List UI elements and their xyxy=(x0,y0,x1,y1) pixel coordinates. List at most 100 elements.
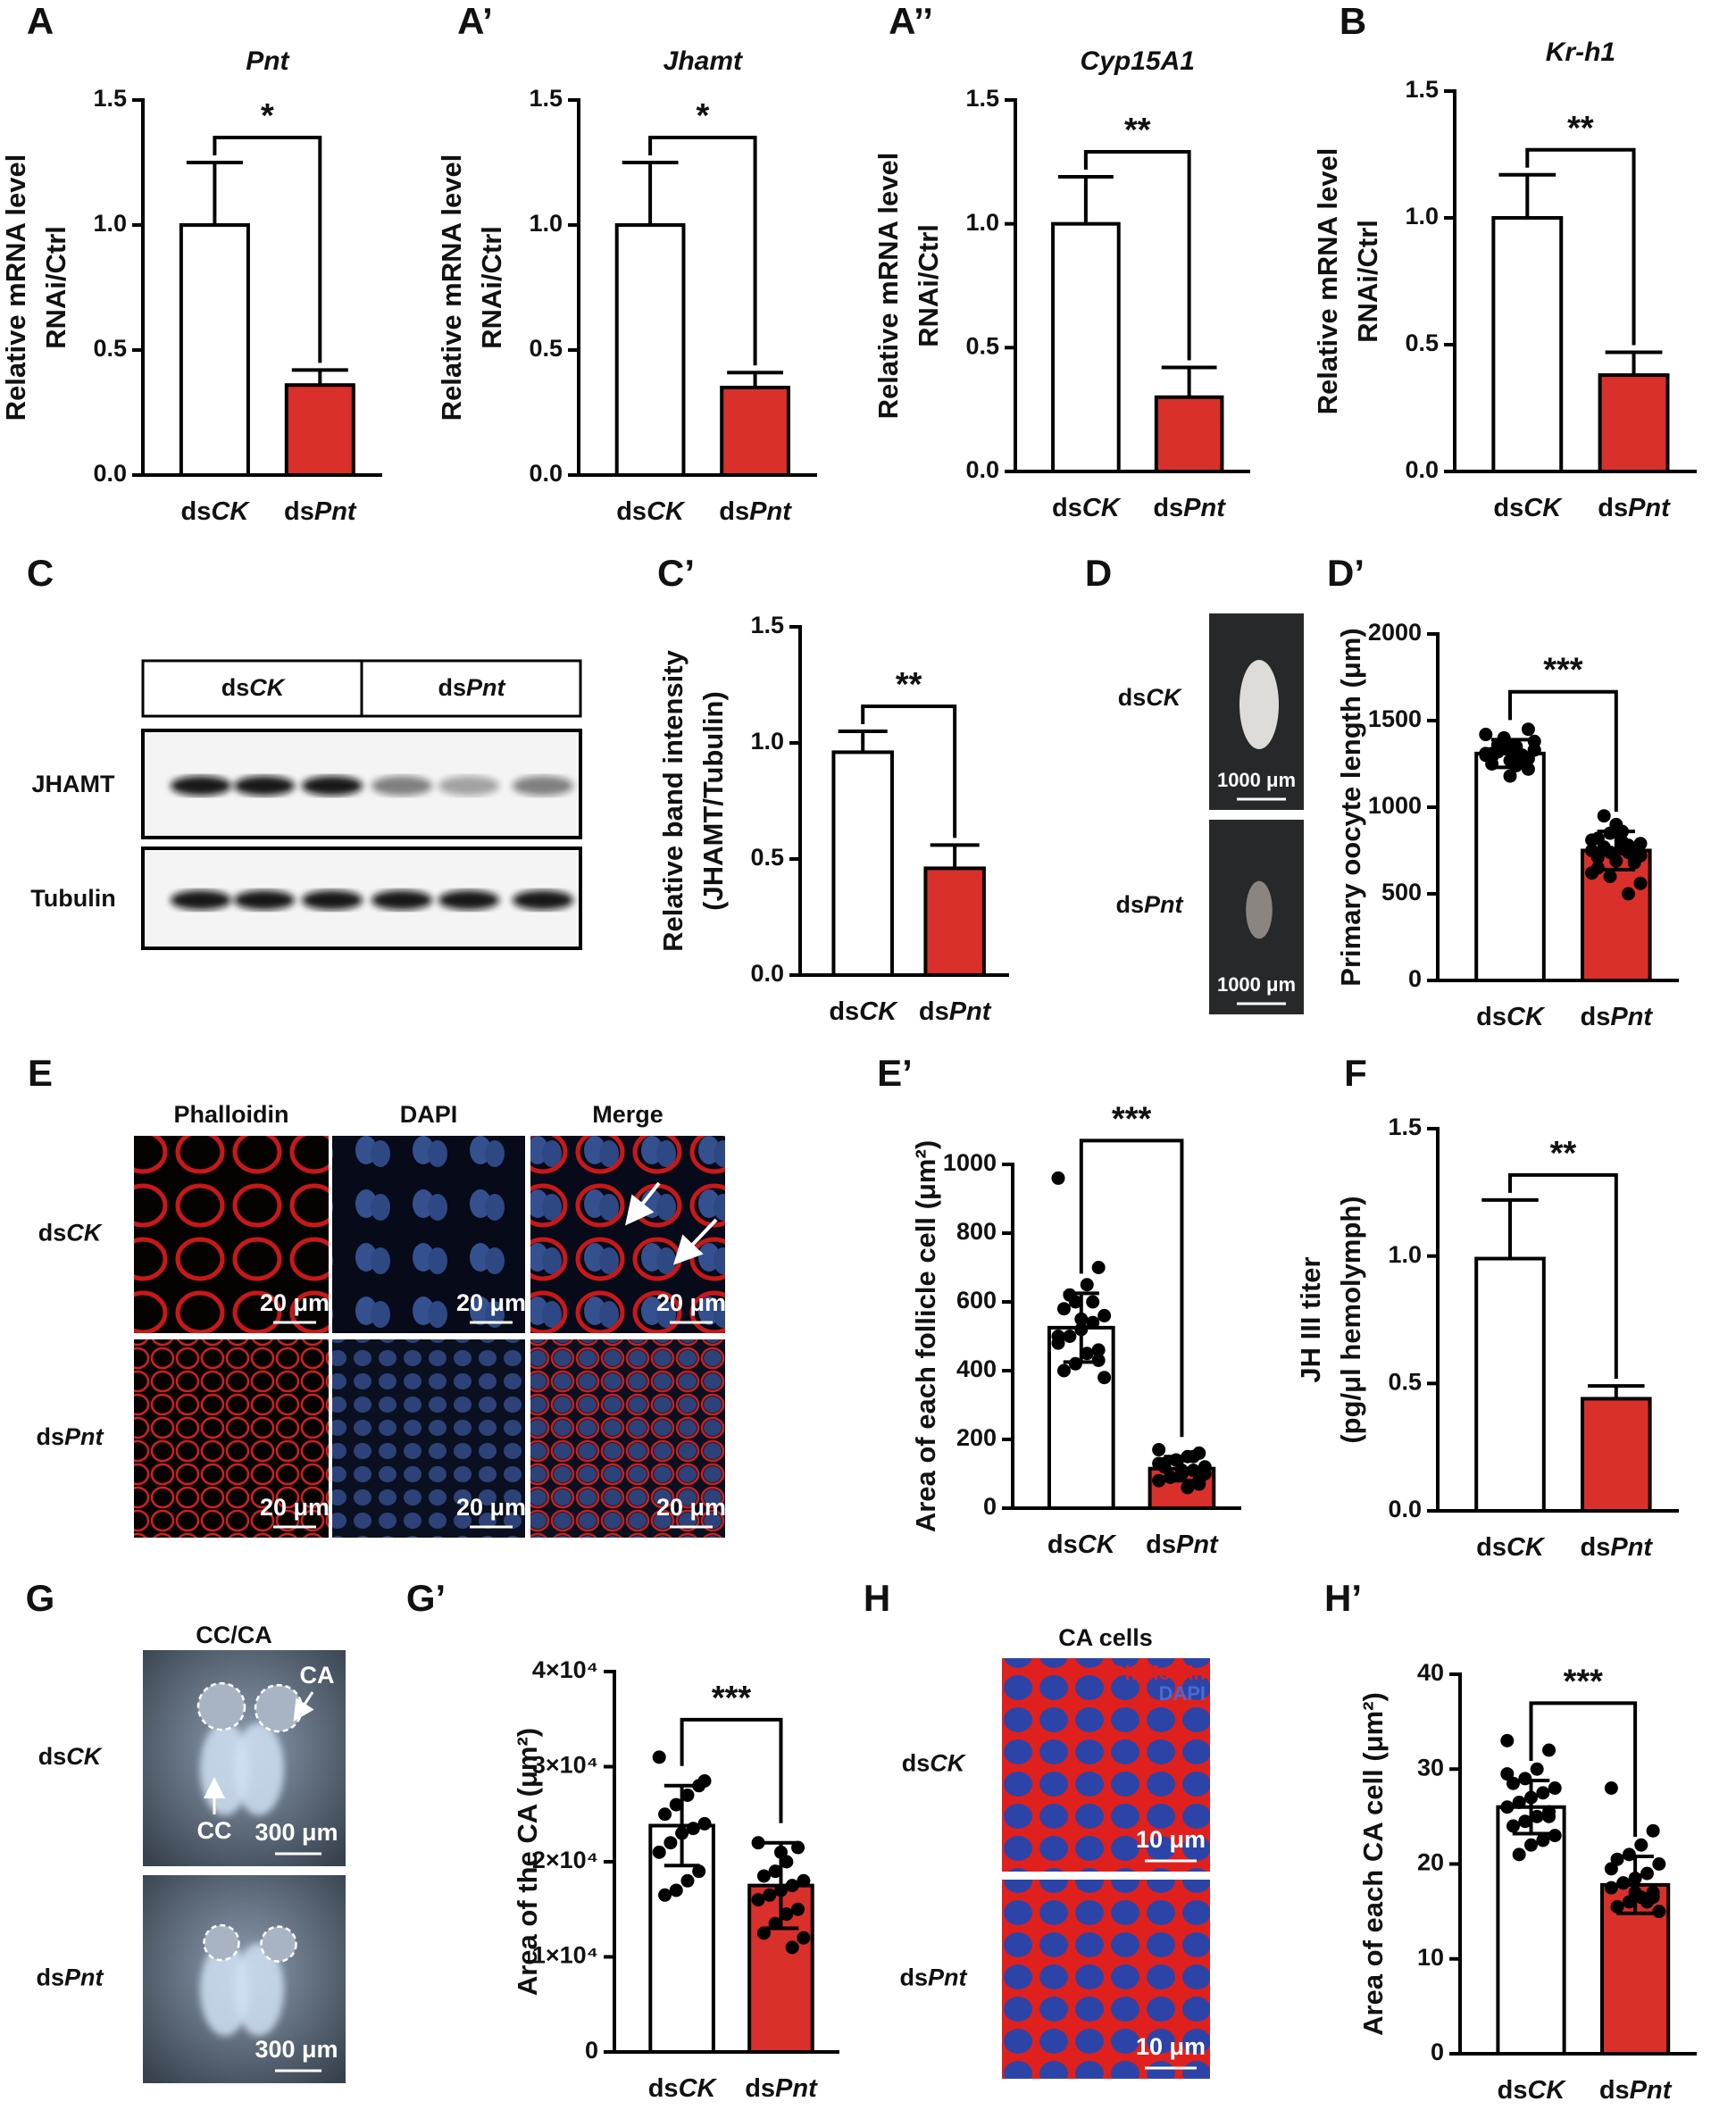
panel-label: A xyxy=(27,0,54,42)
error-bar xyxy=(1512,1779,1550,1836)
blot-band xyxy=(513,776,573,796)
error-bar xyxy=(1481,1197,1539,1259)
y-tick-label: 0.0 xyxy=(93,460,127,487)
panel-label: H’ xyxy=(1324,1577,1362,1619)
panel-label: D xyxy=(1085,552,1112,594)
x-tick-label: dsCK xyxy=(1493,494,1563,522)
data-point xyxy=(756,1869,771,1883)
significance-bracket xyxy=(1508,1172,1618,1380)
error-bar xyxy=(1063,1291,1099,1364)
data-point xyxy=(1051,1330,1065,1343)
y-tick-label: 0 xyxy=(1408,965,1422,992)
data-point xyxy=(686,1822,700,1836)
error-bar xyxy=(1605,350,1663,376)
x-tick-label: dsPnt xyxy=(1581,1533,1654,1562)
data-point xyxy=(1098,1308,1112,1322)
error-bar xyxy=(1161,365,1217,397)
column-label: DAPI xyxy=(400,1101,458,1128)
data-point xyxy=(1530,1809,1544,1823)
x-tick-label: dsCK xyxy=(829,997,898,1026)
bar xyxy=(284,383,355,478)
data-point xyxy=(1051,1171,1065,1185)
blot-band xyxy=(371,776,432,796)
bar xyxy=(614,223,686,477)
bar xyxy=(720,386,790,477)
annotation: CA xyxy=(300,1662,335,1689)
data-point xyxy=(1610,1899,1624,1914)
y-tick-label: 1.5 xyxy=(529,85,563,112)
data-point xyxy=(785,1940,799,1955)
panel-label: F xyxy=(1344,1052,1367,1094)
y-tick-label: 0.0 xyxy=(529,460,563,487)
data-point xyxy=(1485,750,1499,764)
error-bar xyxy=(1597,830,1635,872)
panel-label: H xyxy=(864,1577,890,1619)
y-tick-label: 200 xyxy=(956,1424,997,1451)
scale-bar-label: 1000 μm xyxy=(1217,973,1296,996)
data-point xyxy=(658,1807,672,1822)
significance-label: *** xyxy=(712,1680,752,1717)
data-point xyxy=(1056,1364,1071,1378)
data-point xyxy=(1506,1819,1520,1833)
significance-bracket xyxy=(648,136,757,366)
error-bar xyxy=(291,368,348,386)
significance-bracket xyxy=(213,136,322,363)
scale-bar-label: 300 μm xyxy=(255,2036,338,2063)
row-label: dsCK xyxy=(1118,684,1183,711)
panel-label: D’ xyxy=(1327,552,1365,594)
legend-entry: Phalloidin xyxy=(1112,1662,1206,1684)
y-axis-label: (JHAMT/Tubulin) xyxy=(697,691,729,911)
significance-label: *** xyxy=(1112,1100,1152,1138)
data-point xyxy=(680,1788,695,1802)
y-tick-label: 1.5 xyxy=(965,85,999,112)
data-point xyxy=(1542,1809,1557,1823)
arrow xyxy=(293,1691,314,1722)
data-point xyxy=(1181,1480,1195,1495)
y-tick-label: 1×10⁴ xyxy=(532,1942,598,1969)
y-tick-label: 1.0 xyxy=(1405,203,1439,229)
scale-bar-label: 10 μm xyxy=(1136,1826,1206,1853)
error-bar xyxy=(622,161,679,225)
y-tick-label: 0.0 xyxy=(750,960,784,987)
error-bar xyxy=(664,1783,700,1868)
error-bar xyxy=(1616,1855,1654,1915)
x-tick-label: dsCK xyxy=(181,497,251,526)
panel-label: B xyxy=(1340,0,1366,42)
scale-bar-label: 20 μm xyxy=(260,1289,330,1316)
data-point xyxy=(1604,1781,1618,1795)
ca-outline xyxy=(203,1923,240,1962)
bar xyxy=(1474,1256,1546,1514)
y-tick-label: 0.5 xyxy=(750,844,784,871)
y-axis-label: JH III titer xyxy=(1295,1256,1326,1382)
column-label: Merge xyxy=(592,1101,664,1128)
data-point xyxy=(1634,1838,1648,1852)
y-axis-label: RNAi/Ctrl xyxy=(476,226,507,349)
data-point xyxy=(797,1873,811,1888)
scale-bar-label: 20 μm xyxy=(656,1289,726,1316)
y-tick-label: 400 xyxy=(956,1355,997,1382)
data-point xyxy=(1536,1786,1550,1800)
blot-group: dsCK xyxy=(221,674,287,701)
row-label: dsCK xyxy=(38,1743,104,1770)
data-point xyxy=(1086,1295,1100,1309)
y-tick-label: 1.0 xyxy=(750,728,784,755)
x-tick-label: dsPnt xyxy=(919,997,992,1026)
y-axis-label: RNAi/Ctrl xyxy=(913,224,944,347)
data-point xyxy=(768,1864,782,1879)
panel-label: A’ xyxy=(457,0,493,42)
data-point xyxy=(763,1888,777,1902)
data-point xyxy=(1524,1838,1538,1852)
y-tick-label: 30 xyxy=(1417,1754,1444,1781)
micrograph xyxy=(530,1339,725,1538)
y-tick-label: 2000 xyxy=(1368,619,1422,646)
data-point xyxy=(664,1836,678,1850)
y-tick-label: 1000 xyxy=(1368,792,1422,819)
data-point xyxy=(1633,876,1648,890)
bar xyxy=(1154,395,1224,473)
data-point xyxy=(751,1893,765,1907)
data-point xyxy=(652,1750,666,1764)
data-point xyxy=(1152,1473,1166,1488)
error-bar xyxy=(1498,172,1557,218)
y-tick-label: 10 xyxy=(1417,1944,1444,1971)
y-axis-label: (pg/μl hemolymph) xyxy=(1335,1196,1366,1443)
